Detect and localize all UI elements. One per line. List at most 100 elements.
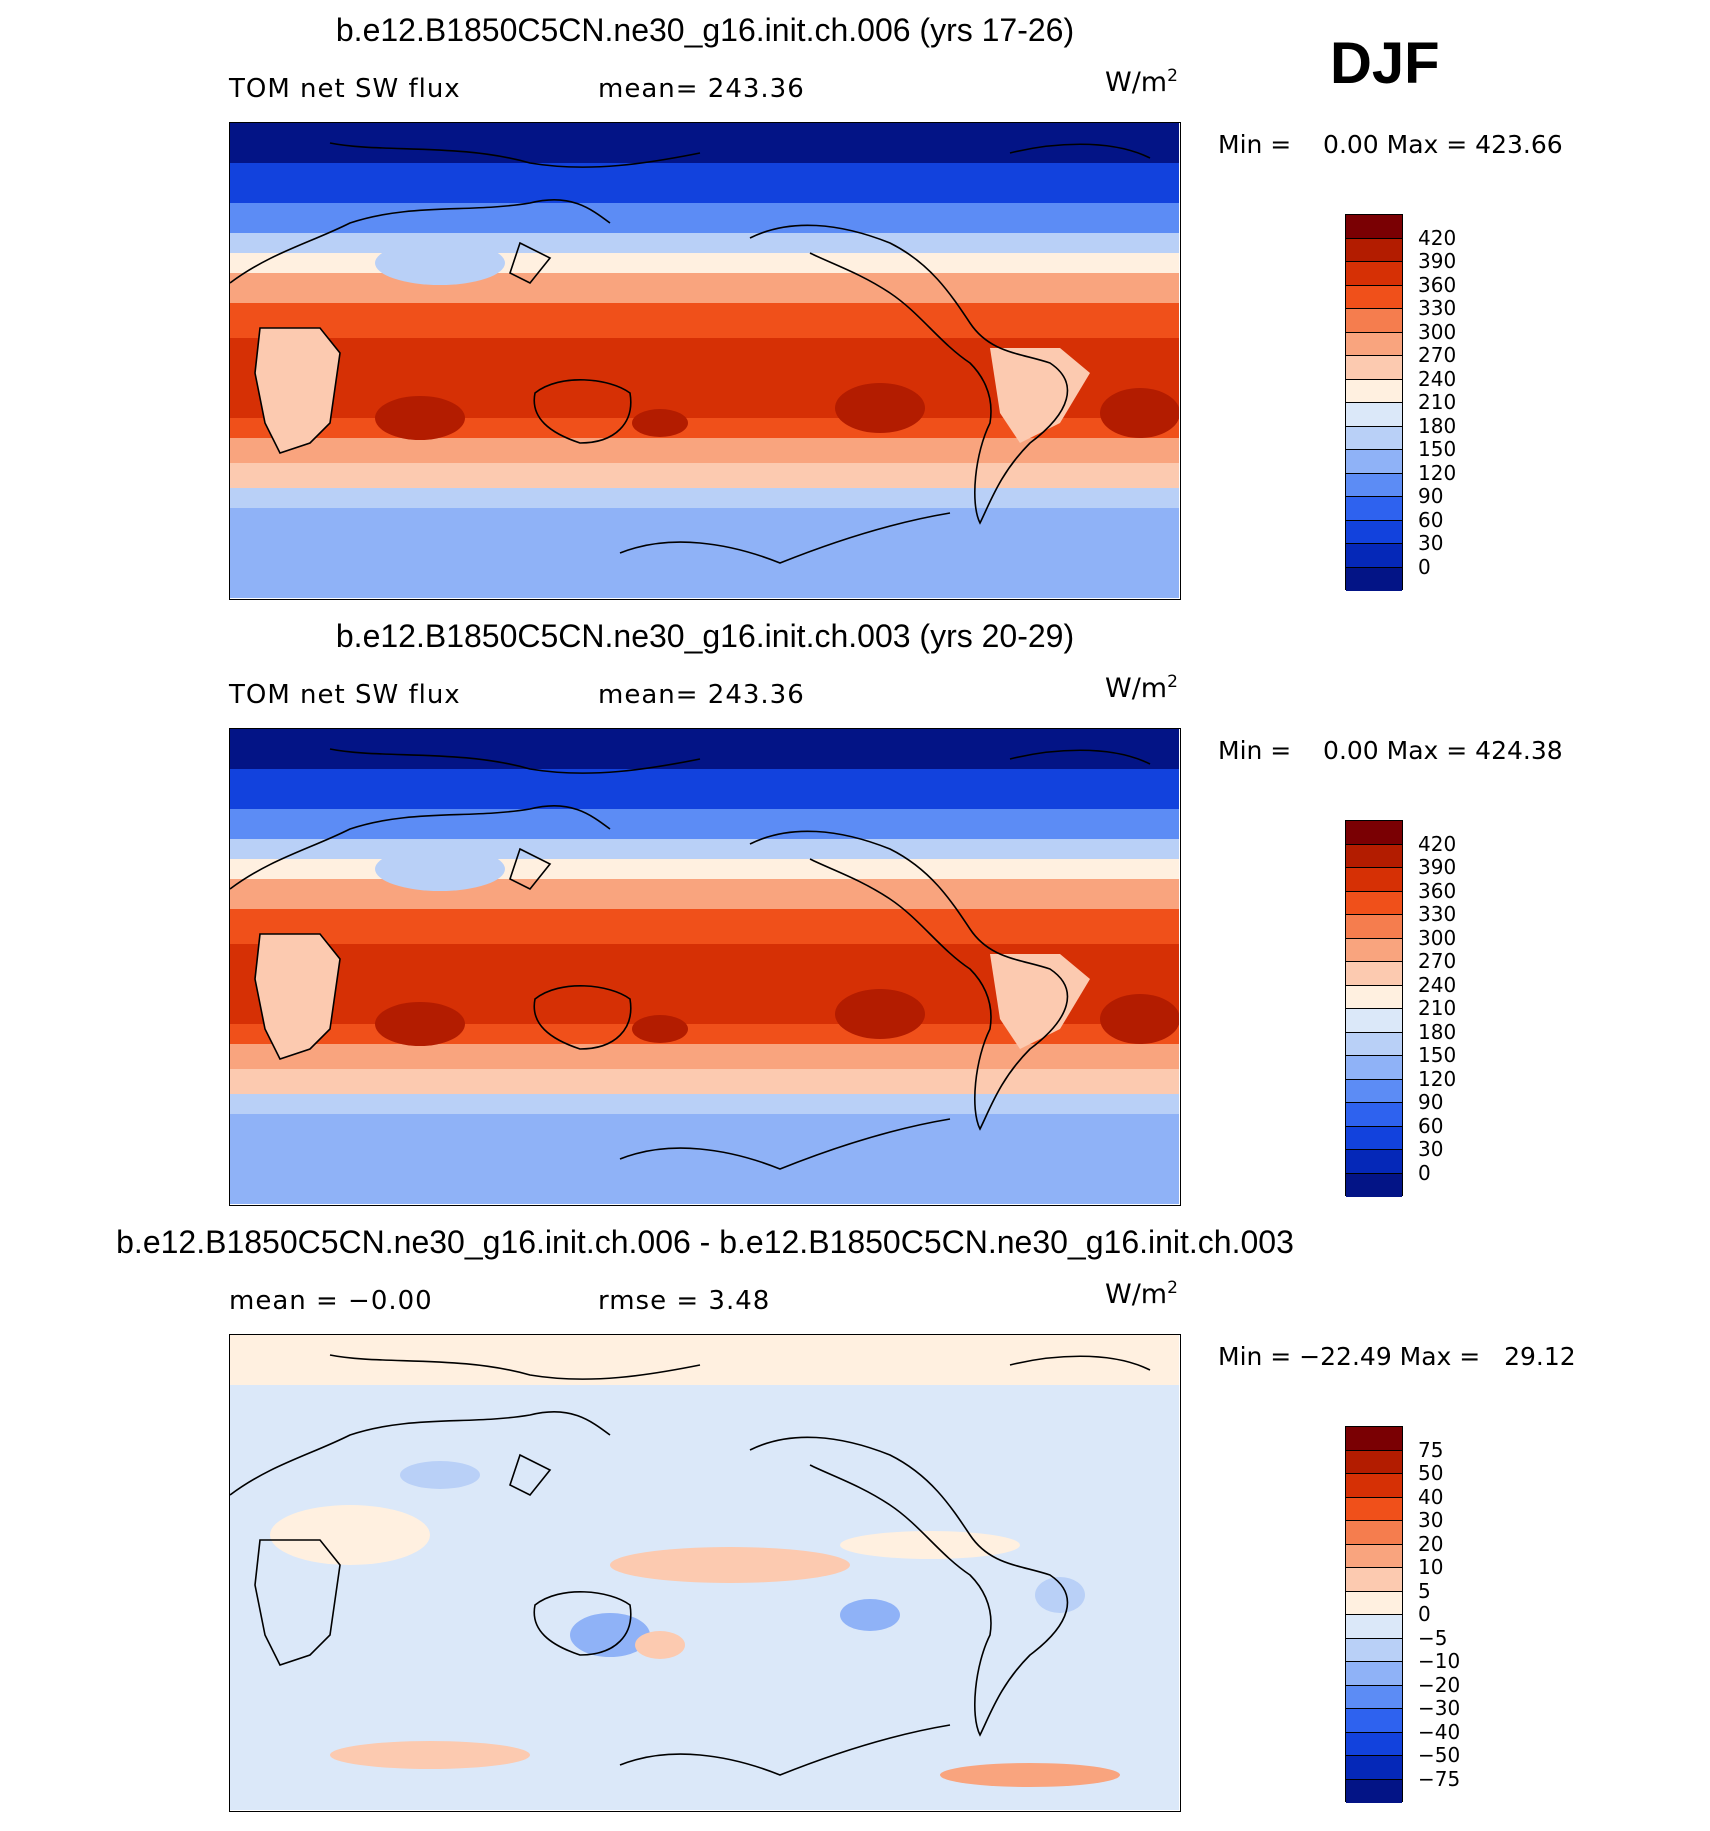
colorbar-tick-label: −20 (1418, 1672, 1461, 1697)
colorbar-segment (1346, 1450, 1402, 1474)
colorbar-segment (1346, 1150, 1402, 1174)
colorbar-segment (1346, 1173, 1402, 1197)
colorbar-tick-label: 60 (1418, 507, 1444, 532)
colorbar-segment (1346, 891, 1402, 915)
season-label: DJF (1330, 31, 1440, 96)
colorbar-segment (1346, 915, 1402, 939)
colorbar-tick-label: 390 (1418, 855, 1457, 879)
colorbar-segment (1346, 262, 1402, 286)
colorbar-segment (1346, 868, 1402, 892)
panel-2-mean-label: mean= 243.36 (598, 680, 805, 710)
colorbar-tick-label: 390 (1418, 249, 1457, 273)
colorbar-tick-label: 240 (1418, 366, 1457, 391)
colorbar-segment (1346, 356, 1402, 380)
colorbar-segment (1346, 962, 1402, 986)
panel-1-mean-label: mean= 243.36 (598, 74, 805, 104)
colorbar-tick-label: 75 (1418, 1437, 1444, 1462)
colorbar-segment (1346, 1685, 1402, 1709)
colorbar-segment (1346, 215, 1402, 239)
colorbar-segment (1346, 1709, 1402, 1733)
colorbar-tick-label: 30 (1418, 531, 1444, 555)
colorbar-segment (1346, 938, 1402, 962)
colorbar-tick-label: 270 (1418, 949, 1457, 973)
colorbar-segment (1346, 544, 1402, 568)
colorbar-tick-label: 50 (1418, 1461, 1444, 1485)
colorbar-tick-label: 60 (1418, 1113, 1444, 1138)
colorbar-tick-label: 30 (1418, 1508, 1444, 1532)
panel-3-colorbar (1345, 1426, 1403, 1803)
colorbar-tick-label: 10 (1418, 1555, 1444, 1579)
colorbar-tick-label: 0 (1418, 1160, 1431, 1185)
colorbar-tick-label: 5 (1418, 1578, 1431, 1603)
colorbar-tick-label: 150 (1418, 1043, 1457, 1067)
colorbar-segment (1346, 473, 1402, 497)
colorbar-segment (1346, 1756, 1402, 1780)
colorbar-segment (1346, 1779, 1402, 1803)
colorbar-tick-label: −10 (1418, 1649, 1461, 1673)
colorbar-tick-label: 360 (1418, 878, 1457, 903)
colorbar-tick-label: 180 (1418, 413, 1457, 438)
colorbar-tick-label: 40 (1418, 1484, 1444, 1509)
colorbar-segment (1346, 1521, 1402, 1545)
colorbar-tick-label: −75 (1418, 1766, 1461, 1791)
colorbar-segment (1346, 1474, 1402, 1498)
colorbar-tick-label: 210 (1418, 996, 1457, 1020)
colorbar-tick-label: 90 (1418, 1090, 1444, 1114)
panel-2-title: b.e12.B1850C5CN.ne30_g16.init.ch.003 (yr… (335, 618, 1075, 654)
colorbar-segment (1346, 1427, 1402, 1451)
colorbar-segment (1346, 1591, 1402, 1615)
colorbar-tick-label: 300 (1418, 925, 1457, 950)
colorbar-tick-label: 150 (1418, 437, 1457, 461)
colorbar-segment (1346, 1126, 1402, 1150)
panel-1-map (229, 122, 1181, 600)
colorbar-segment (1346, 985, 1402, 1009)
colorbar-tick-label: 0 (1418, 554, 1431, 579)
panel-3-units: W/m2 (1105, 1278, 1178, 1310)
colorbar-tick-label: 420 (1418, 225, 1457, 250)
panel-2-minmax: Min = 0.00 Max = 424.38 (1218, 736, 1563, 765)
colorbar-segment (1346, 332, 1402, 356)
colorbar-segment (1346, 426, 1402, 450)
colorbar-tick-label: 270 (1418, 343, 1457, 367)
colorbar-segment (1346, 238, 1402, 262)
colorbar-tick-label: 330 (1418, 296, 1457, 320)
panel-1-colorbar-labels: 420 390 360 330 300 270 240 210 180 150 120 90 60 30 0 (1418, 214, 1508, 590)
colorbar-segment (1346, 1615, 1402, 1639)
colorbar-segment (1346, 285, 1402, 309)
panel-3-colorbar-labels: 75 50 40 30 20 10 5 0 −5 −10 −20 −30 −40 −50 −75 (1418, 1426, 1508, 1802)
colorbar-segment (1346, 1032, 1402, 1056)
colorbar-segment (1346, 1103, 1402, 1127)
colorbar-tick-label: −50 (1418, 1743, 1461, 1767)
panel-3-rmse-label: rmse = 3.48 (598, 1286, 771, 1316)
colorbar-segment (1346, 1497, 1402, 1521)
panel-1-title: b.e12.B1850C5CN.ne30_g16.init.ch.006 (yr… (335, 12, 1075, 48)
colorbar-segment (1346, 844, 1402, 868)
colorbar-tick-label: 20 (1418, 1531, 1444, 1556)
colorbar-tick-label: 330 (1418, 902, 1457, 926)
panel-3-title: b.e12.B1850C5CN.ne30_g16.init.ch.006 - b… (116, 1224, 1294, 1260)
panel-2-variable-label: TOM net SW flux (229, 680, 461, 710)
colorbar-tick-label: −5 (1418, 1625, 1448, 1650)
colorbar-segment (1346, 1732, 1402, 1756)
panel-1-variable-label: TOM net SW flux (229, 74, 461, 104)
panel-3-minmax: Min = −22.49 Max = 29.12 (1218, 1342, 1576, 1371)
colorbar-tick-label: 120 (1418, 1066, 1457, 1091)
panel-2-map (229, 728, 1181, 1206)
colorbar-segment (1346, 1638, 1402, 1662)
panel-1-units: W/m2 (1105, 66, 1178, 98)
colorbar-segment (1346, 1056, 1402, 1080)
colorbar-segment (1346, 1568, 1402, 1592)
colorbar-segment (1346, 1662, 1402, 1686)
colorbar-segment (1346, 1079, 1402, 1103)
panel-3-map (229, 1334, 1181, 1812)
colorbar-segment (1346, 1009, 1402, 1033)
panel-2-units: W/m2 (1105, 672, 1178, 704)
panel-2-colorbar (1345, 820, 1403, 1197)
panel-1-minmax: Min = 0.00 Max = 423.66 (1218, 130, 1563, 159)
panel-2-colorbar-labels: 420 390 360 330 300 270 240 210 180 150 120 90 60 30 0 (1418, 820, 1508, 1196)
colorbar-segment (1346, 309, 1402, 333)
colorbar-tick-label: 360 (1418, 272, 1457, 297)
panel-3-mean-label: mean = −0.00 (229, 1286, 433, 1316)
colorbar-tick-label: −40 (1418, 1719, 1461, 1744)
colorbar-segment (1346, 403, 1402, 427)
